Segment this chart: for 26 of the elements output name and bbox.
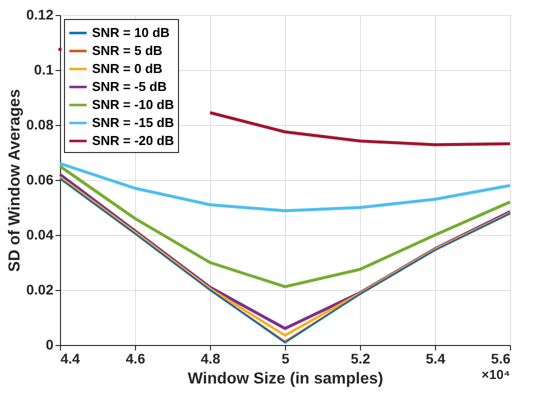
x-tick-label: 5.2 <box>350 350 370 366</box>
x-tick-label: 4.4 <box>60 350 80 366</box>
line-series <box>58 164 512 288</box>
y-axis-title: SD of Window Averages <box>6 89 24 272</box>
legend-label: SNR = -5 dB <box>92 79 167 94</box>
text: ×10⁴ <box>482 367 510 382</box>
x-tick-label: 5.6 <box>491 350 511 366</box>
legend-label: SNR = 0 dB <box>92 61 162 76</box>
y-tick-label: 0.02 <box>26 282 54 298</box>
x-tick-label: 5.4 <box>426 350 446 366</box>
y-tick-label: 0.08 <box>26 116 54 132</box>
y-tick-label: 0.06 <box>26 172 54 188</box>
x-tick-label: 4.6 <box>126 350 146 366</box>
legend-label: SNR = -10 dB <box>92 97 174 112</box>
y-tick-label: 0.04 <box>26 226 54 242</box>
line-series <box>58 162 512 212</box>
y-tick-label: 0 <box>46 336 54 352</box>
legend-label: SNR = 10 dB <box>92 25 170 40</box>
y-tick-label: 0.12 <box>26 6 54 22</box>
x-tick-label: 5 <box>282 350 290 366</box>
x-axis-title: Window Size (in samples) <box>188 370 384 388</box>
legend-label: SNR = -20 dB <box>92 133 174 148</box>
legend-label: SNR = -15 dB <box>92 115 174 130</box>
y-tick-label: 0.1 <box>34 62 54 78</box>
legend-label: SNR = 5 dB <box>92 43 162 58</box>
x-tick-label: 4.8 <box>200 350 220 366</box>
